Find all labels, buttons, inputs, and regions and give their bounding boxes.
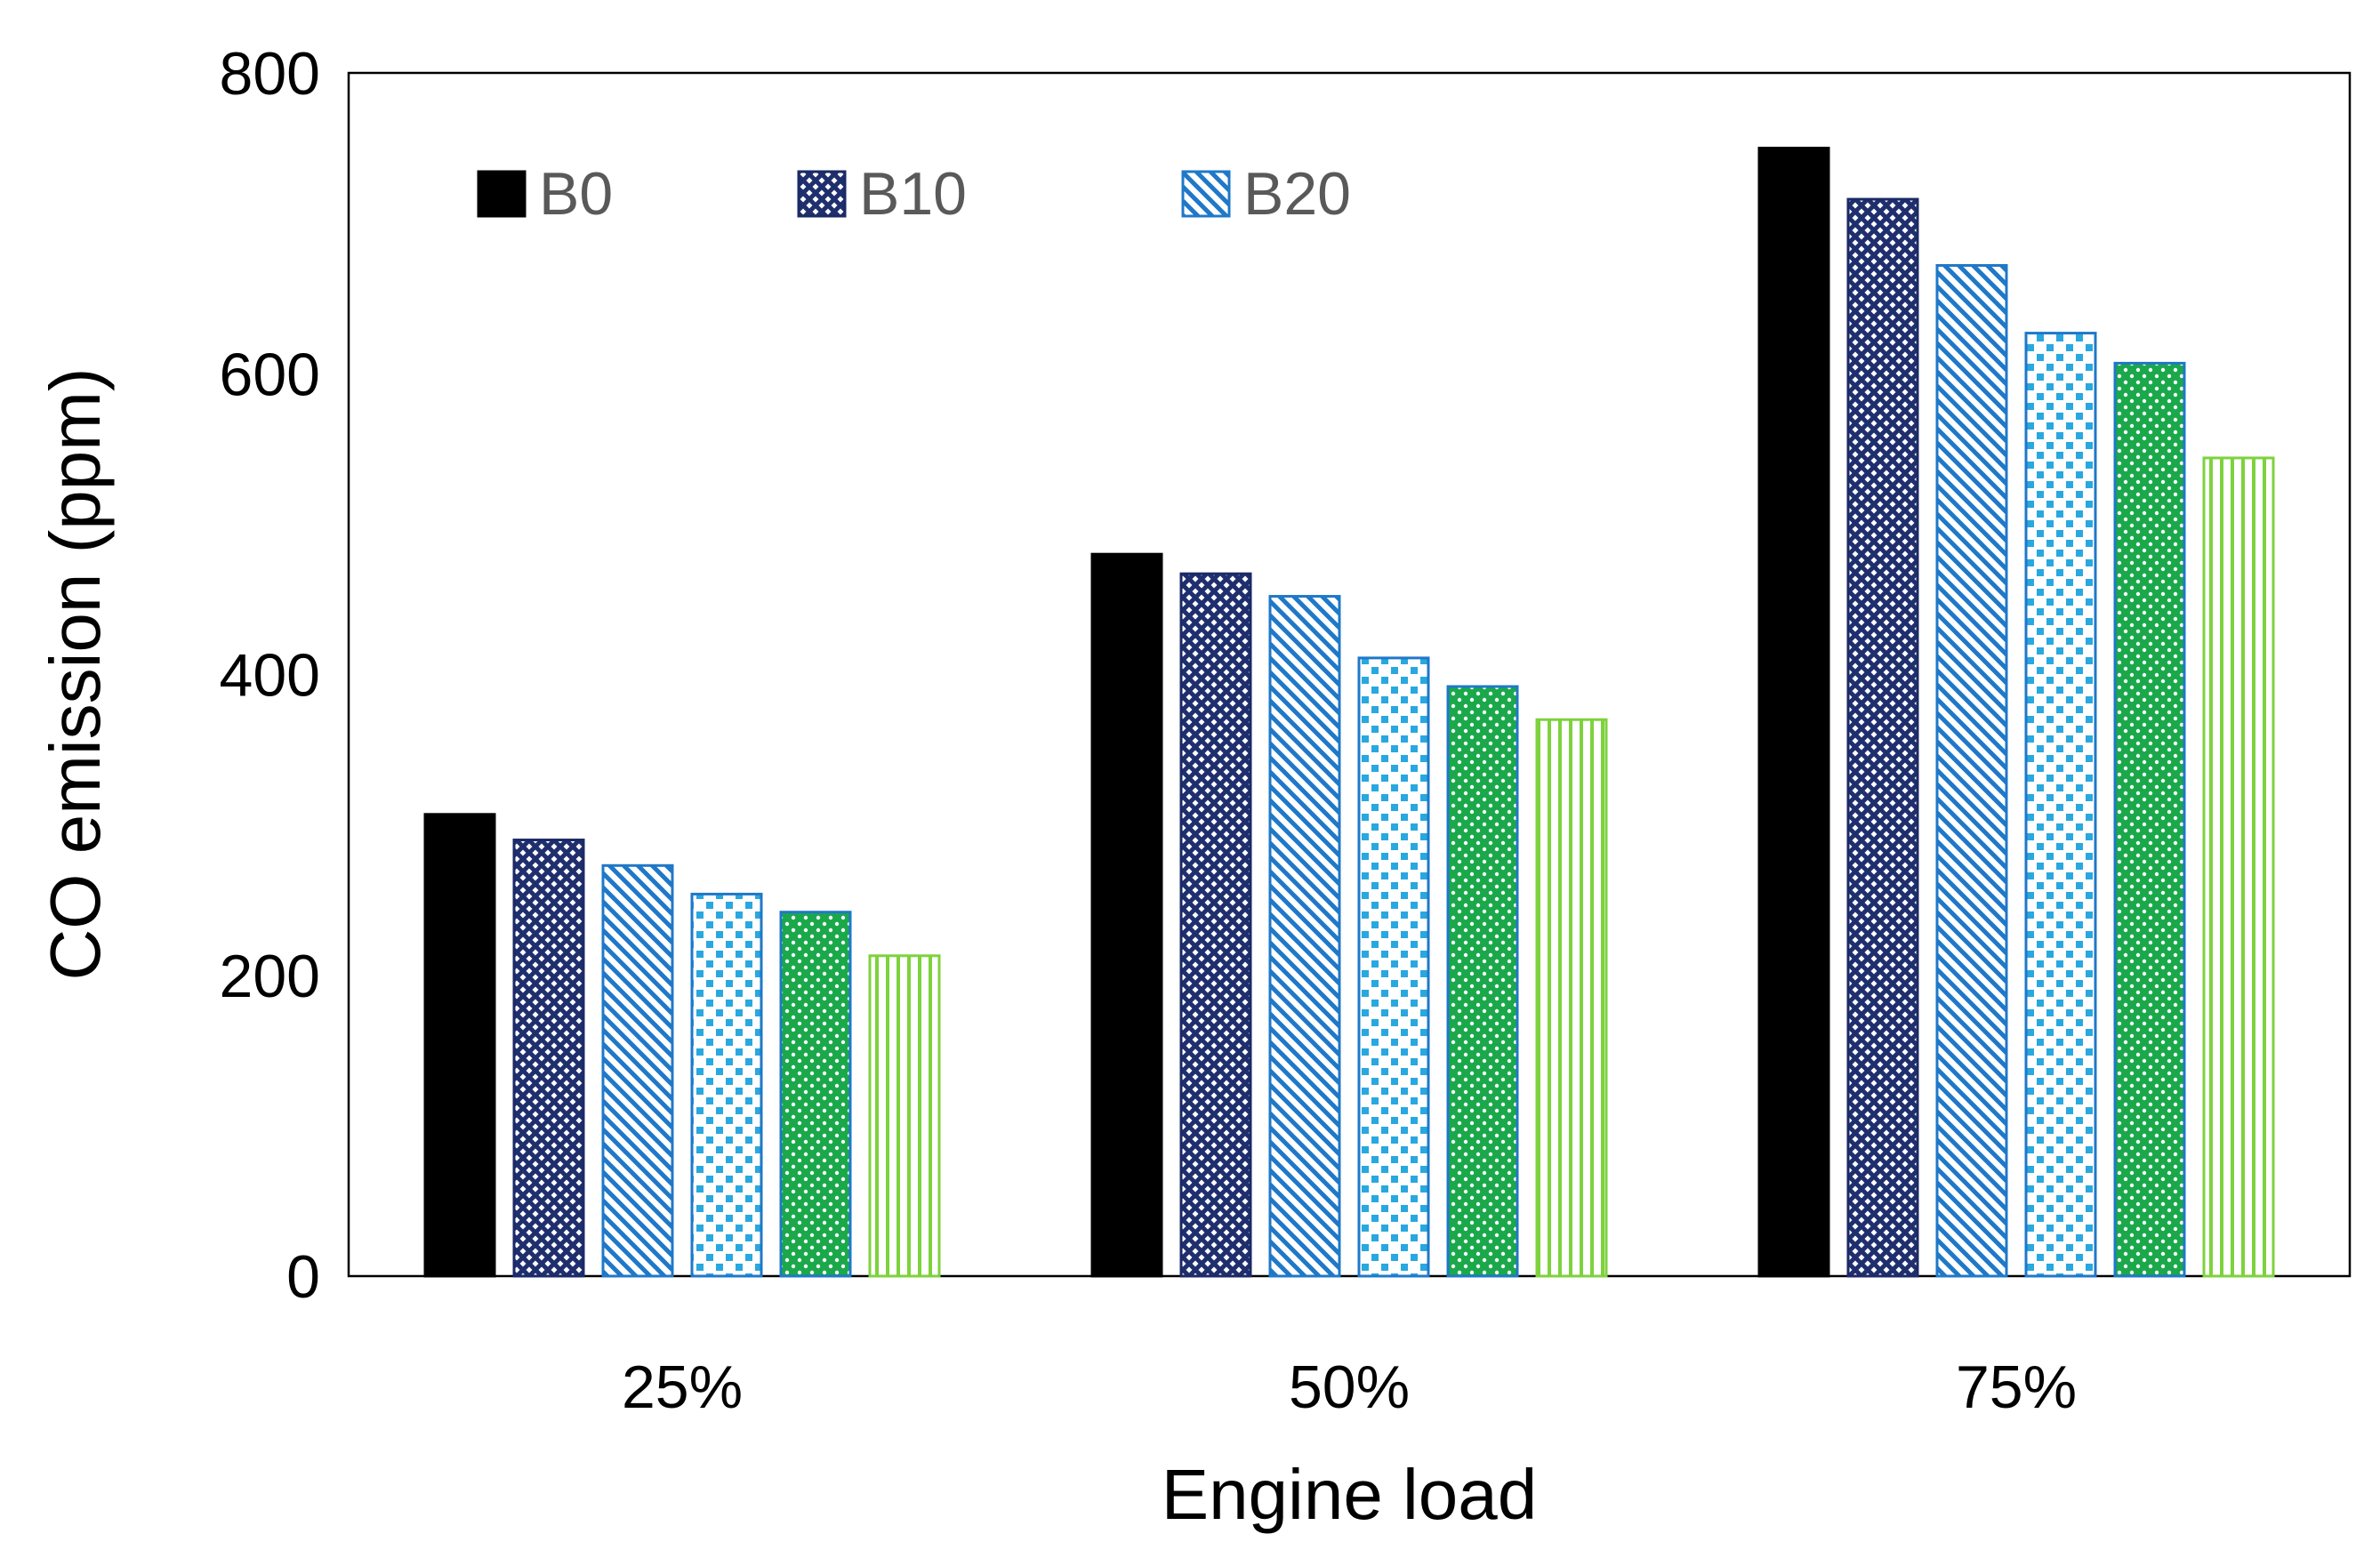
bar-series-4-25pct	[690, 892, 763, 1278]
y-tick-label: 0	[286, 1243, 320, 1311]
x-tick-label: 50%	[1289, 1353, 1410, 1421]
bar-series-6-25pct	[868, 954, 941, 1278]
bar-series-5-25pct	[779, 911, 852, 1278]
bar-b0-75pct	[1757, 147, 1830, 1278]
x-tick-label: 75%	[1956, 1353, 2077, 1421]
y-tick-label: 200	[220, 943, 320, 1010]
x-axis-ticks: 25% 50% 75%	[622, 1353, 2077, 1421]
legend-swatch-b20	[1181, 170, 1231, 218]
legend-swatch-b0	[477, 170, 527, 218]
bar-b20-25pct	[601, 863, 674, 1278]
bar-series-4-75pct	[2024, 332, 2097, 1278]
bar-series-4-50pct	[1357, 656, 1430, 1278]
legend-label-b20: B20	[1243, 160, 1351, 228]
legend-swatch-b10	[797, 170, 847, 218]
plot-area-frame	[347, 71, 2352, 1278]
y-tick-label: 400	[220, 642, 320, 710]
bar-b20-75pct	[1935, 263, 2008, 1278]
bar-series-6-50pct	[1535, 718, 1608, 1278]
x-tick-label: 25%	[622, 1353, 743, 1421]
bar-b0-25pct	[423, 813, 496, 1278]
bar-b10-75pct	[1846, 197, 1919, 1278]
bar-series-5-75pct	[2113, 361, 2186, 1278]
bar-b20-50pct	[1268, 595, 1341, 1278]
y-axis-title: CO emission (ppm)	[36, 367, 115, 980]
bar-b10-50pct	[1179, 572, 1252, 1278]
legend-label-b10: B10	[859, 160, 967, 228]
bars	[423, 147, 2275, 1278]
legend: B0 B10 B20	[477, 160, 1351, 228]
bar-b0-50pct	[1090, 552, 1163, 1278]
bar-b10-25pct	[512, 839, 585, 1278]
bar-series-5-50pct	[1446, 685, 1519, 1278]
legend-label-b0: B0	[539, 160, 613, 228]
y-tick-label: 800	[220, 40, 320, 108]
x-axis-title: Engine load	[1162, 1455, 1538, 1534]
bar-series-6-75pct	[2202, 456, 2275, 1278]
y-tick-label: 600	[220, 341, 320, 408]
y-axis-ticks: 0 200 400 600 800	[220, 40, 320, 1311]
